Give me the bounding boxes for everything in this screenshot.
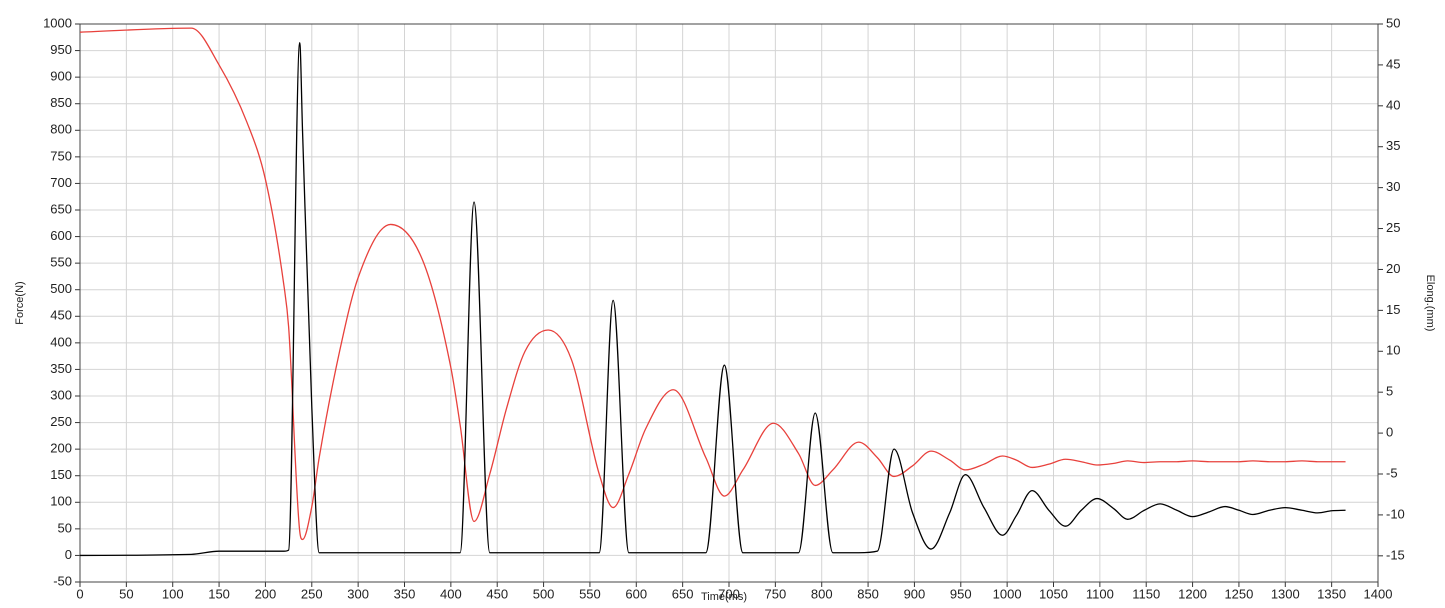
y2-tick-label: -10 [1386, 506, 1405, 521]
y2-tick-label: 0 [1386, 425, 1393, 440]
x-tick-label: 1250 [1224, 586, 1253, 601]
y-tick-label: 950 [50, 42, 72, 57]
x-tick-label: 1300 [1271, 586, 1300, 601]
x-tick-label: 600 [625, 586, 647, 601]
x-axis-label: Time(ms) [701, 591, 747, 603]
x-tick-label: 1200 [1178, 586, 1207, 601]
y2-tick-label: -15 [1386, 547, 1405, 562]
y-tick-label: 850 [50, 95, 72, 110]
x-tick-label: 950 [950, 586, 972, 601]
y2-tick-label: 40 [1386, 97, 1400, 112]
y2-tick-label: 25 [1386, 220, 1400, 235]
y-tick-label: 700 [50, 175, 72, 190]
x-tick-label: 650 [672, 586, 694, 601]
x-tick-label: 0 [76, 586, 83, 601]
x-tick-label: 350 [394, 586, 416, 601]
x-tick-label: 700 [718, 586, 740, 601]
y2-tick-label: 30 [1386, 179, 1400, 194]
y-tick-label: -50 [53, 573, 72, 588]
y2-axis-label: Elong.(mm) [1424, 275, 1436, 332]
y2-tick-label: 10 [1386, 343, 1400, 358]
y-tick-label: 50 [58, 520, 72, 535]
x-tick-label: 200 [255, 586, 277, 601]
x-tick-label: 400 [440, 586, 462, 601]
y-tick-label: 1000 [43, 15, 72, 30]
y-tick-label: 200 [50, 441, 72, 456]
x-tick-label: 100 [162, 586, 184, 601]
y-tick-label: 450 [50, 308, 72, 323]
x-tick-label: 50 [119, 586, 133, 601]
x-tick-label: 1050 [1039, 586, 1068, 601]
x-tick-label: 300 [347, 586, 369, 601]
data-line [79, 27, 1346, 541]
x-tick-label: 1350 [1317, 586, 1346, 601]
plot-border [79, 23, 1379, 583]
y-tick-label: 550 [50, 255, 72, 270]
x-tick-label: 850 [857, 586, 879, 601]
x-tick-label: 750 [765, 586, 787, 601]
y-tick-label: 650 [50, 201, 72, 216]
x-tick-label: 550 [579, 586, 601, 601]
y-tick-label: 100 [50, 494, 72, 509]
y2-tick-label: 15 [1386, 302, 1400, 317]
y2-tick-label: 5 [1386, 384, 1393, 399]
x-tick-label: 150 [208, 586, 230, 601]
y-tick-label: 300 [50, 387, 72, 402]
data-line [79, 41, 1346, 557]
x-tick-label: 250 [301, 586, 323, 601]
y-tick-label: 800 [50, 122, 72, 137]
y-tick-label: 0 [65, 547, 72, 562]
y2-tick-label: 20 [1386, 261, 1400, 276]
y-tick-label: 400 [50, 334, 72, 349]
y-axis-label: Force(N) [14, 281, 26, 324]
y-tick-label: 750 [50, 148, 72, 163]
x-tick-label: 500 [533, 586, 555, 601]
y-tick-label: 350 [50, 361, 72, 376]
x-tick-label: 450 [486, 586, 508, 601]
y2-tick-label: 50 [1386, 15, 1400, 30]
x-tick-label: 1100 [1086, 586, 1114, 601]
y-tick-label: 500 [50, 281, 72, 296]
y2-tick-label: 35 [1386, 138, 1400, 153]
y-tick-label: 900 [50, 69, 72, 84]
y2-tick-label: 45 [1386, 56, 1400, 71]
y2-tick-label: -5 [1386, 465, 1398, 480]
y-tick-label: 250 [50, 414, 72, 429]
x-tick-label: 1000 [993, 586, 1022, 601]
y-tick-label: 600 [50, 228, 72, 243]
x-tick-label: 900 [904, 586, 926, 601]
x-tick-label: 800 [811, 586, 833, 601]
y-tick-label: 150 [50, 467, 72, 482]
x-tick-label: 1150 [1132, 586, 1160, 601]
x-tick-label: 1400 [1364, 586, 1393, 601]
